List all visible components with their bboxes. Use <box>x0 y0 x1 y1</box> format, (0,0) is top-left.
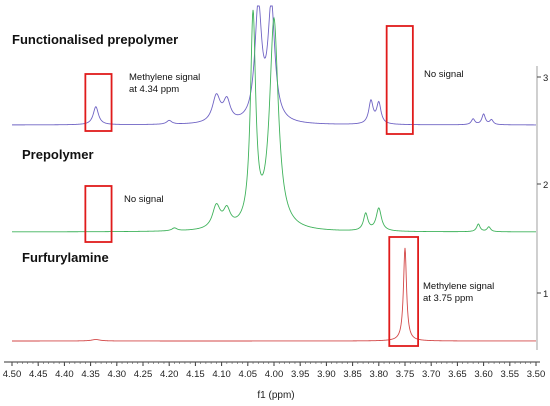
x-tick-label-16: 3.70 <box>422 369 441 380</box>
x-tick-label-0: 4.50 <box>3 369 22 380</box>
annotation-text-1-0: No signal <box>424 69 464 80</box>
stack-tick-label-2: 1 <box>543 289 548 300</box>
x-tick-label-6: 4.20 <box>160 369 179 380</box>
x-tick-label-10: 4.00 <box>265 369 284 380</box>
x-tick-label-15: 3.75 <box>396 369 415 380</box>
x-tick-label-14: 3.80 <box>370 369 389 380</box>
x-tick-label-2: 4.40 <box>55 369 74 380</box>
series-line-0 <box>11 5 536 126</box>
x-tick-label-8: 4.10 <box>212 369 231 380</box>
x-tick-label-4: 4.30 <box>108 369 127 380</box>
x-tick-label-17: 3.65 <box>448 369 467 380</box>
spectrum-traces <box>11 5 536 342</box>
series-line-2 <box>12 247 536 342</box>
x-tick-label-12: 3.90 <box>317 369 336 380</box>
series-line-1 <box>12 9 536 233</box>
x-tick-label-13: 3.85 <box>343 369 362 380</box>
series-label-2: Furfurylamine <box>22 250 109 265</box>
x-tick-label-7: 4.15 <box>186 369 205 380</box>
x-axis-title: f1 (ppm) <box>257 390 294 401</box>
x-tick-label-19: 3.55 <box>501 369 520 380</box>
highlight-boxes <box>84 25 419 347</box>
x-axis: 4.50 4.45 4.40 4.35 4.30 4.25 4.20 4.15 4.10 4.05… <box>3 361 546 380</box>
annotation-text-3-0: Methylene signal <box>423 281 494 292</box>
x-tick-label-1: 4.45 <box>29 369 48 380</box>
annotation-text-0-0: Methylene signal <box>129 72 200 83</box>
highlight-box-0 <box>84 73 113 132</box>
stack-tick-label-0: 3 <box>543 73 548 84</box>
annotation-text-0-1: at 4.34 ppm <box>129 84 179 95</box>
highlight-box-1 <box>385 25 414 135</box>
highlight-box-2 <box>84 185 113 243</box>
highlight-box-3 <box>388 236 419 347</box>
series-labels: Functionalised prepolymer Prepolymer Furfu… <box>12 32 178 265</box>
x-tick-label-20: 3.50 <box>527 369 546 380</box>
x-tick-label-3: 4.35 <box>81 369 100 380</box>
x-tick-label-9: 4.05 <box>239 369 258 380</box>
x-tick-label-5: 4.25 <box>134 369 153 380</box>
stack-tick-label-1: 2 <box>543 180 548 191</box>
annotation-text-3-1: at 3.75 ppm <box>423 293 473 304</box>
stack-axis: 3 2 1 <box>536 66 548 350</box>
series-label-0: Functionalised prepolymer <box>12 32 178 47</box>
x-tick-label-11: 3.95 <box>291 369 310 380</box>
series-label-1: Prepolymer <box>22 147 94 162</box>
annotation-text-2-0: No signal <box>124 194 164 205</box>
x-tick-label-18: 3.60 <box>474 369 493 380</box>
